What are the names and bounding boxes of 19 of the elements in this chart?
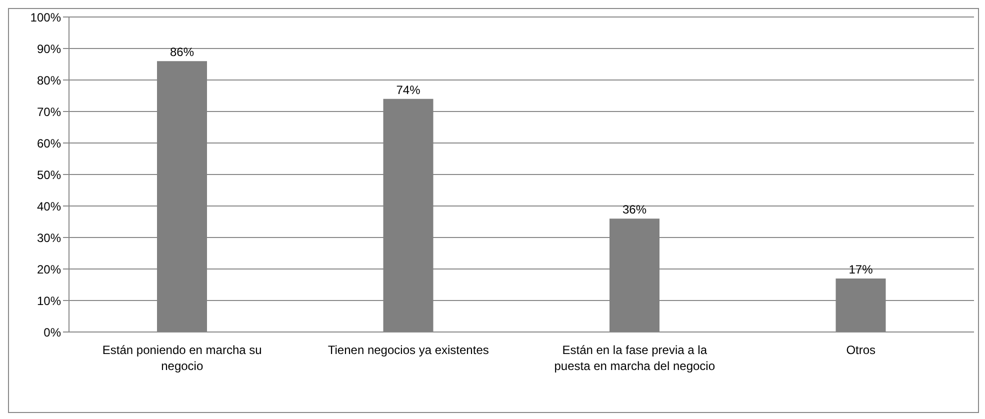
- x-tick-label: Tienen negocios ya existentes: [328, 343, 489, 357]
- y-tick-label: 20%: [36, 262, 62, 276]
- x-tick-label: Están en la fase previa a la puesta en marcha del negocio: [554, 343, 716, 373]
- y-tick-label: 60%: [36, 136, 62, 150]
- data-label: 36%: [622, 202, 647, 217]
- y-tick-label: 100%: [30, 10, 62, 24]
- data-label: 17%: [848, 262, 874, 276]
- data-label: 86%: [170, 45, 194, 60]
- y-tick-label: 40%: [36, 199, 62, 214]
- y-tick-label: 50%: [36, 168, 62, 182]
- x-tick-label: Están poniendo en marcha su negocio: [102, 343, 262, 373]
- y-tick-label: 70%: [36, 104, 62, 119]
- y-tick-label: 30%: [36, 230, 62, 245]
- y-tick-label: 10%: [36, 294, 62, 308]
- data-label: 74%: [396, 82, 421, 97]
- x-tick-label: Otros: [846, 343, 876, 357]
- y-tick-label: 90%: [36, 42, 62, 56]
- y-tick-label: 80%: [36, 73, 62, 88]
- y-tick-label: 0%: [44, 325, 62, 340]
